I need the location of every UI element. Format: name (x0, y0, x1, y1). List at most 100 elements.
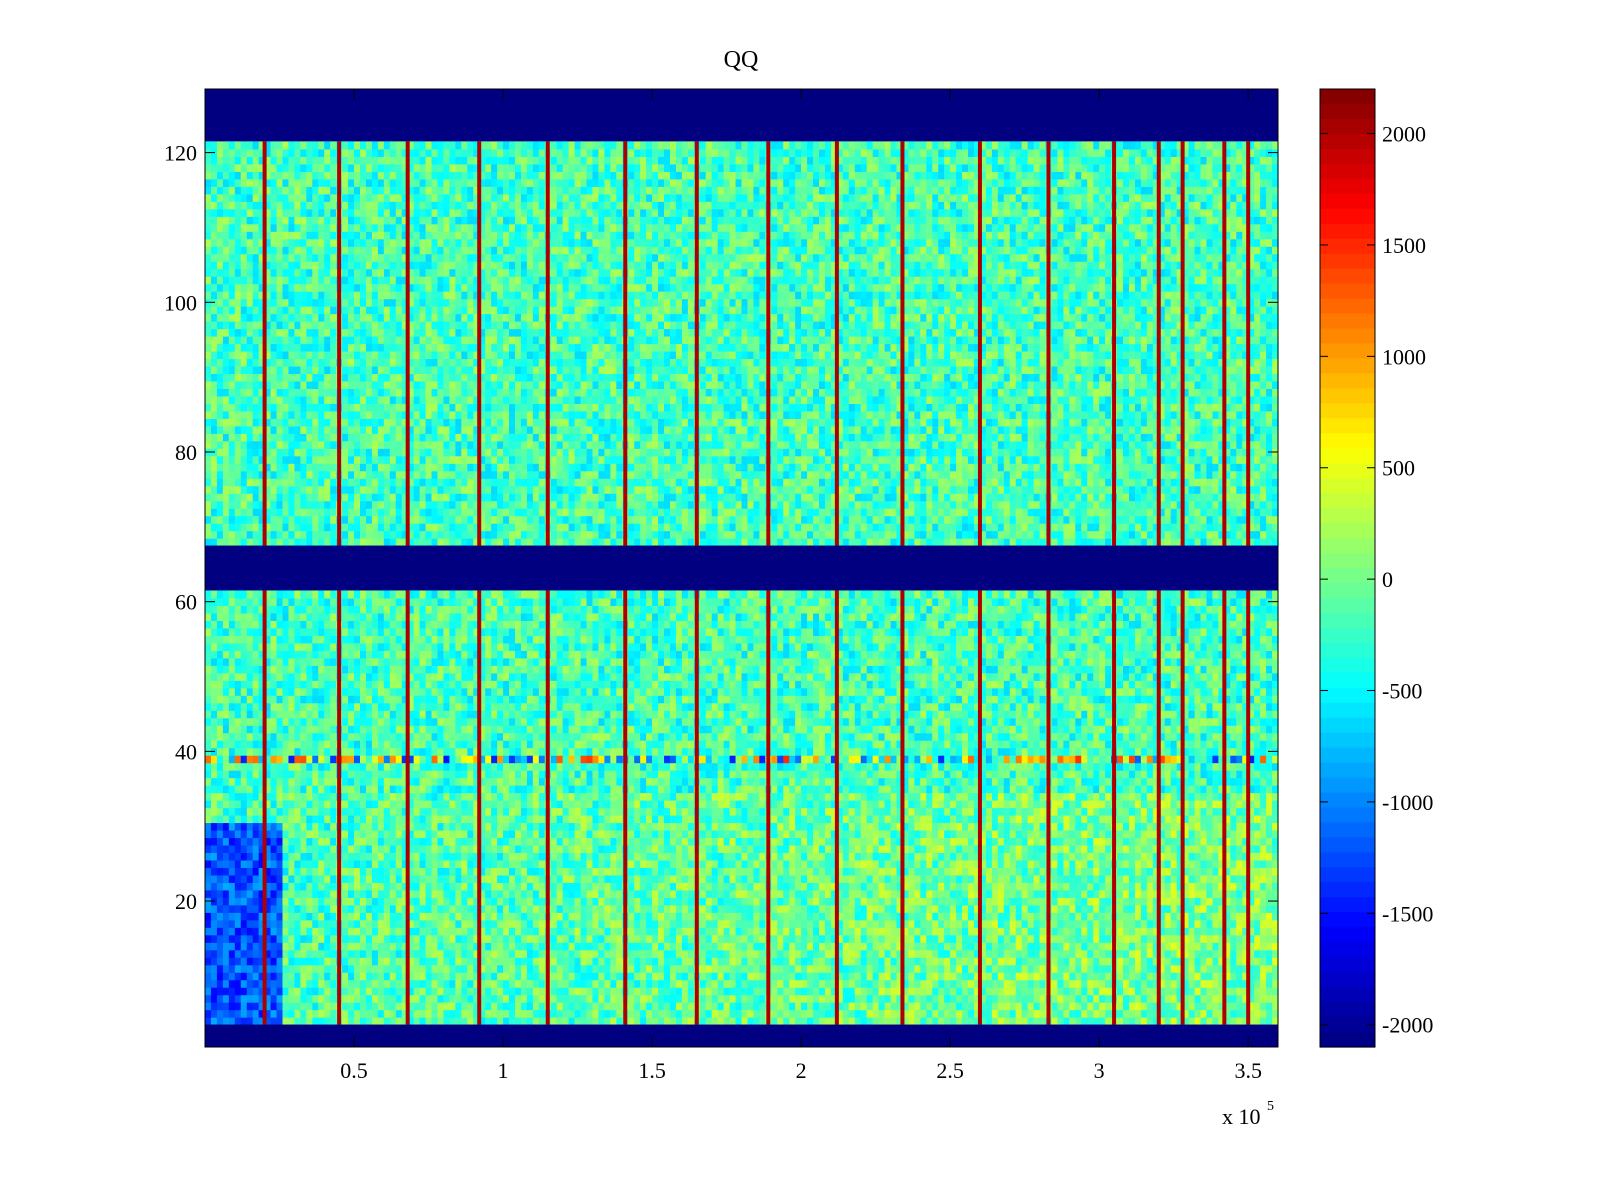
heatmap-cell (485, 874, 492, 883)
heatmap-cell (1272, 934, 1279, 943)
heatmap-cell (437, 904, 445, 913)
heatmap-cell (616, 942, 623, 951)
heatmap-cell (222, 844, 230, 853)
heatmap-cell (824, 852, 832, 861)
heatmap-cell (401, 957, 409, 966)
heatmap-cell (431, 837, 439, 846)
heatmap-cell (562, 994, 570, 1003)
heatmap-cell (1212, 912, 1219, 921)
heatmap-cell (586, 919, 594, 928)
heatmap-cell (836, 957, 844, 966)
heatmap-cell (556, 994, 564, 1003)
heatmap-cell (264, 1009, 272, 1018)
heatmap-cell (1266, 979, 1273, 988)
heatmap-cell (884, 814, 892, 824)
heatmap-cell (813, 882, 820, 891)
heatmap-cell (604, 822, 611, 831)
heatmap-cell (282, 844, 290, 853)
heatmap-cell (1051, 852, 1059, 861)
heatmap-cell (437, 987, 445, 996)
heatmap-cell (1099, 852, 1106, 861)
heatmap-cell (807, 889, 814, 898)
heatmap-cell (1087, 987, 1094, 996)
heatmap-cell (1099, 942, 1106, 951)
heatmap-cell (968, 919, 975, 928)
heatmap-cell (1051, 1002, 1059, 1011)
heatmap-cell (240, 837, 248, 846)
heatmap-cell (890, 972, 898, 981)
heatmap-cell (962, 979, 969, 988)
heatmap-cell (926, 867, 933, 876)
heatmap-cell (1248, 994, 1255, 1003)
heatmap-cell (1260, 874, 1267, 883)
heatmap-cell (699, 949, 707, 958)
heatmap-cell (598, 972, 605, 981)
heatmap-cell (896, 814, 904, 824)
heatmap-cell (300, 964, 307, 973)
heatmap-cell (640, 972, 647, 981)
heatmap-cell (497, 979, 504, 988)
heatmap-cell (985, 949, 993, 958)
heatmap-cell (646, 1009, 653, 1018)
heatmap-cell (854, 919, 862, 928)
heatmap-cell (1009, 912, 1017, 921)
heatmap-cell (300, 1009, 307, 1018)
heatmap-cell (598, 889, 605, 898)
heatmap-cell (485, 957, 492, 966)
heatmap-cell (944, 919, 951, 928)
heatmap-cell (228, 859, 236, 868)
heatmap-cell (258, 1009, 266, 1018)
heatmap-cell (723, 874, 731, 883)
heatmap-cell (1218, 987, 1225, 996)
heatmap-cell (503, 822, 510, 831)
heatmap-cell (538, 994, 546, 1003)
heatmap-cell (723, 957, 731, 966)
heatmap-cell (962, 957, 969, 966)
heatmap-cell (1236, 1017, 1243, 1026)
heatmap-cell (729, 904, 737, 913)
heatmap-cell (1009, 844, 1017, 853)
heatmap-cell (479, 979, 486, 988)
heatmap-cell (538, 972, 546, 981)
heatmap-cell (538, 844, 546, 853)
heatmap-cell (848, 994, 856, 1003)
heatmap-cell (777, 814, 784, 824)
heatmap-cell (956, 942, 963, 951)
heatmap-cell (1236, 829, 1243, 839)
heatmap-cell (675, 919, 683, 928)
heatmap-cell (1015, 852, 1023, 861)
heatmap-cell (389, 867, 397, 876)
heatmap-cell (1021, 964, 1029, 973)
heatmap-cell (616, 1017, 623, 1026)
heatmap-cell (1069, 972, 1076, 981)
heatmap-cell (1027, 859, 1035, 868)
heatmap-cell (902, 964, 910, 973)
heatmap-cell (592, 874, 600, 883)
heatmap-cell (1087, 912, 1094, 921)
heatmap-cell (443, 829, 450, 839)
heatmap-cell (777, 829, 784, 839)
heatmap-cell (1105, 987, 1112, 996)
heatmap-cell (1063, 964, 1070, 973)
heatmap-cell (520, 927, 528, 936)
heatmap-cell (437, 949, 445, 958)
heatmap-cell (723, 979, 731, 988)
heatmap-cell (896, 934, 904, 943)
heatmap-cell (944, 852, 951, 861)
heatmap-cell (342, 904, 349, 913)
heatmap-cell (562, 822, 570, 831)
heatmap-cell (824, 882, 832, 891)
heatmap-cell (604, 912, 611, 921)
heatmap-cell (950, 882, 957, 891)
heatmap-cell (1170, 979, 1178, 988)
heatmap-cell (306, 1009, 313, 1018)
heatmap-cell (300, 957, 307, 966)
heatmap-cell (807, 837, 814, 846)
heatmap-cell (509, 874, 516, 883)
heatmap-cell (413, 994, 421, 1003)
heatmap-cell (395, 882, 403, 891)
heatmap-cell (1182, 934, 1190, 943)
heatmap-cell (240, 1017, 248, 1026)
heatmap-cell (1230, 897, 1237, 906)
heatmap-cell (228, 964, 236, 973)
